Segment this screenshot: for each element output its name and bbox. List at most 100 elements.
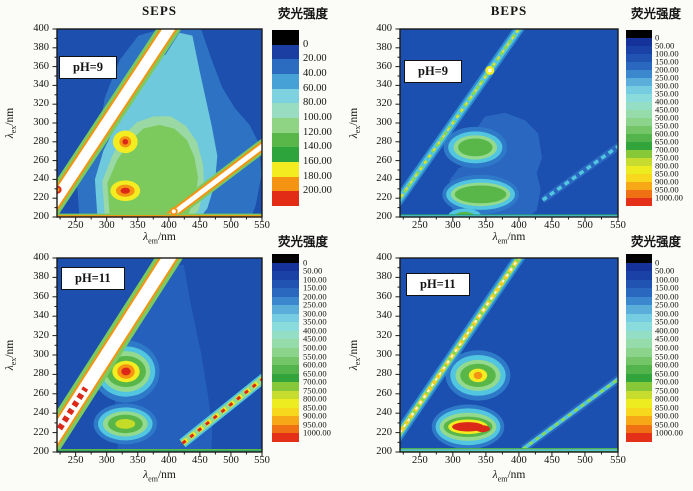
x-axis-title: λem/nm: [400, 231, 618, 245]
colorbar-tick-label: 700.00: [655, 376, 679, 387]
colorbar-tick-label: 1000.00: [655, 192, 683, 203]
y-tick-label: 240: [376, 407, 392, 419]
x-tick-label: 450: [192, 220, 208, 231]
y-tick-label: 320: [376, 98, 392, 110]
colorbar-segment: [272, 416, 299, 425]
y-tick-label: 380: [33, 41, 49, 53]
x-axis-unit: /nm: [507, 469, 526, 481]
x-tick-label: 300: [444, 455, 461, 466]
x-axis-unit: /nm: [507, 231, 526, 243]
colorbar-segment: [272, 390, 299, 400]
colorbar: [626, 254, 652, 443]
colorbar-segment: [626, 94, 652, 102]
eem-plot-svg: [395, 257, 619, 457]
colorbar-tick-label: 350.00: [303, 317, 327, 328]
colorbar-segment: [272, 382, 299, 391]
x-tick-label: 450: [192, 455, 208, 466]
x-tick-label: 550: [610, 220, 626, 231]
scatter-band: [57, 386, 89, 431]
eem-contour-plot: pH=11: [395, 257, 619, 457]
panel-seps-ph9: SEPS 荧光强度 λex/nm λem/nm pH=9 0 20.00 40.00…: [0, 0, 346, 246]
colorbar-tick-label: 800.00: [655, 393, 679, 404]
plot-border: [56, 28, 263, 218]
panel-title: SEPS: [141, 3, 178, 18]
colorbar-tick-label: 150.00: [655, 56, 679, 67]
y-tick-label: 220: [33, 192, 49, 204]
colorbar-segment: [626, 30, 652, 38]
x-tick-label: 400: [511, 220, 527, 231]
colorbar-tick-label: 750.00: [303, 385, 327, 396]
colorbar-segment: [626, 254, 652, 263]
colorbar-tick-label: 300.00: [655, 80, 679, 91]
colorbar-tick-label: 900.00: [655, 176, 679, 187]
x-tick-label: 450: [544, 455, 560, 466]
y-tick-label: 360: [376, 60, 392, 72]
colorbar-segment: [272, 279, 299, 289]
y-tick-label: 200: [33, 446, 49, 457]
colorbar-tick-label: 80.00: [303, 97, 327, 109]
ph-label: pH=9: [404, 60, 463, 83]
colorbar-segment: [272, 433, 299, 443]
colorbar-tick-label: 200.00: [655, 291, 679, 302]
fluorescence-peak-ring: [473, 371, 483, 380]
colorbar-tick-label: 700.00: [303, 376, 327, 387]
colorbar-segment: [626, 288, 652, 297]
x-tick-label: 500: [577, 455, 593, 466]
fluorescence-peak-ring: [458, 138, 493, 157]
x-axis-title: λem/nm: [57, 469, 262, 483]
colorbar-tick-label: 150.00: [655, 282, 679, 293]
colorbar-segment: [626, 102, 652, 110]
colorbar-segment: [272, 162, 299, 177]
scatter-band: [400, 29, 523, 204]
y-tick-label: 200: [33, 211, 49, 222]
scatter-band: [166, 143, 262, 217]
colorbar-segment: [272, 399, 299, 408]
x-axis-unit: /nm: [157, 231, 176, 243]
colorbar-segment: [272, 74, 299, 89]
colorbar-labels: 0 50.00 100.00 150.00 200.00 250.00 300.00 350.…: [655, 30, 693, 206]
plot-border: [399, 28, 619, 218]
contour-layers: [57, 29, 262, 217]
colorbar-segment: [626, 174, 652, 182]
colorbar-title: 荧光强度: [277, 7, 328, 21]
ph-label: pH=9: [59, 56, 118, 79]
x-tick-label: 300: [98, 455, 115, 466]
y-tick-label: 300: [33, 117, 49, 128]
fluorescence-peak-ring: [475, 425, 490, 433]
colorbar-tick-label: 300.00: [303, 308, 327, 319]
colorbar-segment: [626, 142, 652, 150]
y-tick-label: 320: [33, 98, 49, 110]
colorbar: [272, 254, 299, 443]
colorbar-segment: [626, 134, 652, 142]
colorbar-tick-label: 50.00: [655, 265, 675, 276]
colorbar-title: 荧光强度: [277, 235, 328, 249]
x-tick-label: 400: [160, 455, 177, 466]
y-tick-label: 380: [376, 271, 392, 283]
colorbar-tick-label: 900.00: [303, 411, 327, 422]
x-tick-label: 400: [511, 455, 527, 466]
colorbar-segment: [272, 330, 299, 340]
eem-plot-svg: [395, 28, 619, 222]
y-tick-label: 220: [376, 192, 392, 204]
y-tick-label: 300: [33, 349, 49, 360]
colorbar-segment: [626, 339, 652, 349]
y-tick-label: 200: [376, 211, 392, 222]
colorbar-tick-label: 120.00: [303, 126, 332, 138]
lambda-symbol: λ: [492, 469, 498, 481]
colorbar-tick-label: 550.00: [655, 351, 679, 362]
colorbar-segment: [272, 271, 299, 280]
colorbar-tick-label: 800.00: [303, 393, 327, 404]
colorbar-tick-label: 250.00: [303, 299, 327, 310]
colorbar-tick-label: 850.00: [303, 402, 327, 413]
colorbar-tick-label: 950.00: [655, 184, 679, 195]
colorbar-segment: [626, 424, 652, 434]
colorbar-segment: [626, 365, 652, 374]
colorbar-tick-label: 0: [303, 38, 309, 50]
fluorescence-peak-ring: [454, 185, 507, 204]
x-tick-label: 500: [223, 220, 239, 231]
x-axis-subscript: em: [497, 474, 508, 484]
contour-layers: [400, 258, 618, 452]
x-axis-unit: /nm: [157, 469, 176, 481]
x-tick-label: 350: [478, 220, 494, 231]
eem-contour-plot: pH=9: [395, 28, 619, 222]
